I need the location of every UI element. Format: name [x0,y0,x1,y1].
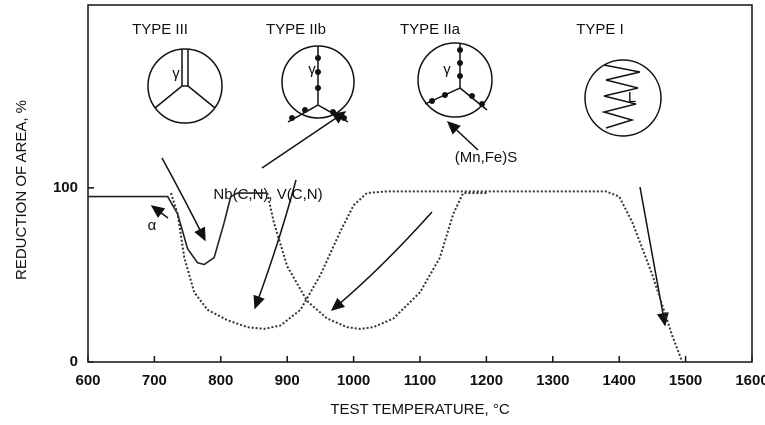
x-tick-label: 1200 [470,372,503,389]
schematics [147,42,669,327]
x-tick-label: 1300 [536,372,569,389]
y-tick-label: 100 [53,179,78,196]
annotation: L [628,89,636,106]
x-tick-label: 1100 [404,372,437,389]
x-tick-label: 600 [75,372,100,389]
x-tick-label: 700 [142,372,167,389]
annotation: γ [172,65,180,82]
x-tick-label: 900 [275,372,300,389]
y-tick-label: 0 [70,353,78,370]
data-line [266,192,487,330]
annotation: TYPE IIa [400,21,461,38]
y-axis-title: REDUCTION OF AREA, % [13,100,30,280]
data-line [88,192,268,266]
x-tick-label: 1000 [337,372,370,389]
data-line [170,190,684,363]
annotation: γ [308,61,316,78]
annotation: (Mn,Fe)S [455,149,518,166]
x-tick-label: 800 [208,372,233,389]
annotation: α [148,217,157,234]
x-tick-label: 1400 [603,372,636,389]
x-axis-title: TEST TEMPERATURE, °C [330,401,510,418]
annotation: TYPE I [576,21,624,38]
annotation: TYPE III [132,21,188,38]
annotation: TYPE IIb [266,21,326,38]
x-tick-label: 1600 [735,372,765,389]
x-tick-label: 1500 [669,372,702,389]
annotation: γ [443,61,451,78]
